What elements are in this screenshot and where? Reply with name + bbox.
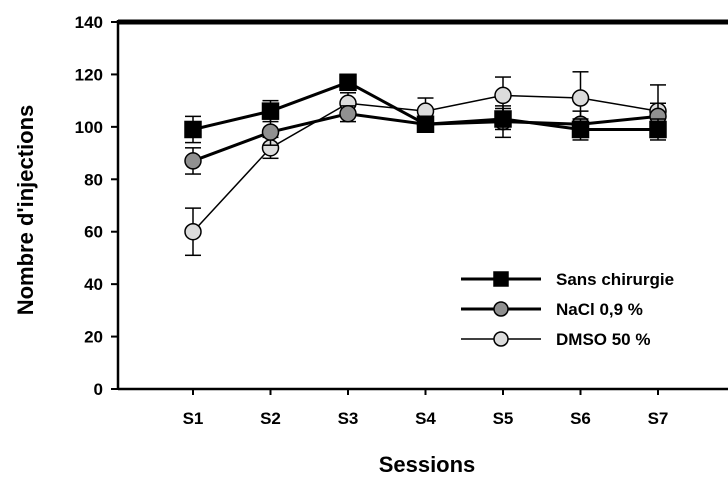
data-point xyxy=(261,123,280,141)
x-tick-label: S7 xyxy=(648,409,669,428)
data-point xyxy=(571,120,590,139)
x-tick-label: S3 xyxy=(338,409,359,428)
legend-label: Sans chirurgie xyxy=(556,270,674,289)
x-tick-label: S1 xyxy=(183,409,204,428)
legend-label: NaCl 0,9 % xyxy=(556,300,643,319)
y-tick-label: 40 xyxy=(84,275,103,294)
data-point xyxy=(571,89,590,107)
chart-axes xyxy=(111,19,728,395)
series-layer xyxy=(184,71,667,257)
data-point xyxy=(494,110,512,128)
x-axis-tick-labels: S1 S2 S3 S4 S5 S6 S7 xyxy=(183,409,669,428)
legend-label: DMSO 50 % xyxy=(556,330,650,349)
data-point xyxy=(339,73,357,92)
series-3 xyxy=(184,71,667,257)
x-tick-label: S4 xyxy=(415,409,436,428)
y-tick-label: 80 xyxy=(84,170,103,189)
y-tick-label: 20 xyxy=(84,328,103,347)
data-point xyxy=(416,115,435,133)
data-point xyxy=(261,102,280,120)
legend-item: Sans chirurgie xyxy=(461,270,674,289)
data-point xyxy=(184,222,202,241)
y-tick-label: 0 xyxy=(94,380,103,399)
y-tick-label: 140 xyxy=(75,13,103,32)
x-axis-title: Sessions xyxy=(379,452,476,477)
x-tick-label: S6 xyxy=(570,409,591,428)
data-point xyxy=(184,120,202,139)
legend-marker xyxy=(493,301,509,317)
data-point xyxy=(494,86,512,105)
y-tick-label: 100 xyxy=(75,118,103,137)
data-point xyxy=(649,120,667,139)
y-axis-tick-labels: 0 20 40 60 80 100 120 140 xyxy=(75,13,103,399)
y-tick-label: 60 xyxy=(84,223,103,242)
legend-item: NaCl 0,9 % xyxy=(461,300,643,319)
y-axis-title: Nombre d'injections xyxy=(13,105,38,316)
y-tick-label: 120 xyxy=(75,65,103,84)
x-tick-label: S5 xyxy=(493,409,514,428)
legend-marker xyxy=(493,271,509,287)
legend: Sans chirurgie NaCl 0,9 % DMSO 50 % xyxy=(461,270,674,349)
legend-item: DMSO 50 % xyxy=(461,330,650,349)
series-1 xyxy=(184,73,667,144)
data-point xyxy=(184,152,202,170)
legend-marker xyxy=(493,331,509,347)
x-tick-label: S2 xyxy=(260,409,281,428)
data-point xyxy=(339,105,357,123)
